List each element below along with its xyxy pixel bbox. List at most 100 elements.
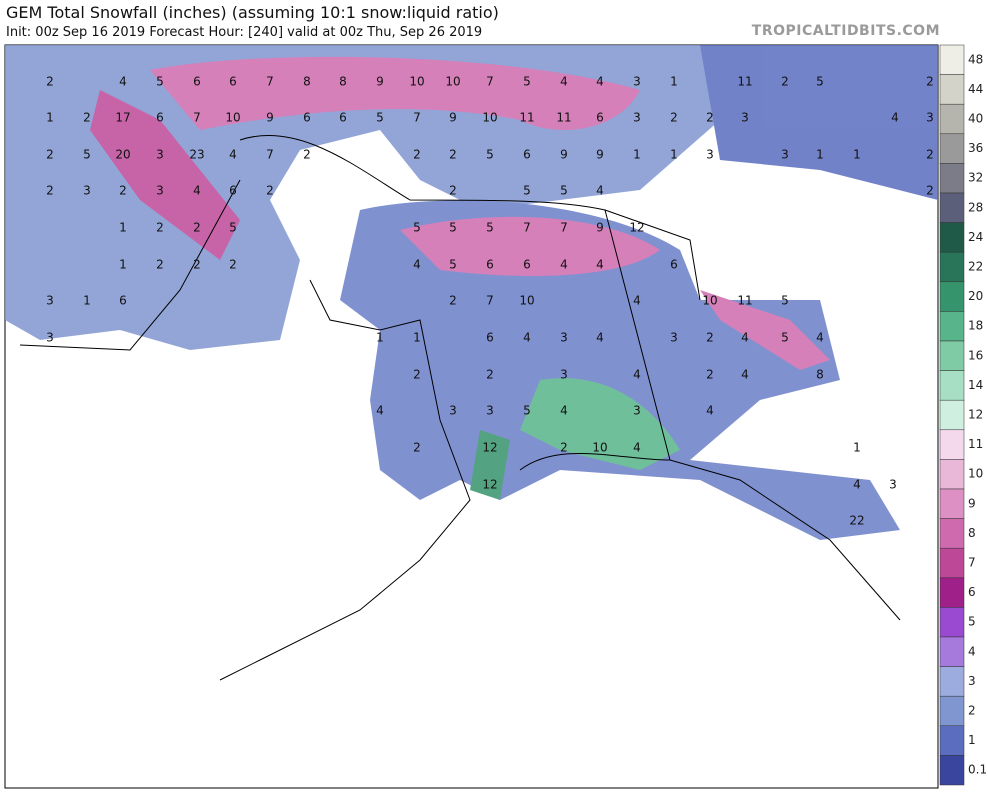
- snow-label: 5: [523, 75, 531, 89]
- snow-label: 9: [266, 111, 274, 125]
- snow-label: 6: [670, 258, 678, 272]
- snow-label: 4: [596, 184, 604, 198]
- legend-label: 48: [968, 52, 983, 66]
- snow-label: 3: [46, 331, 54, 345]
- snow-label: 4: [853, 478, 861, 492]
- legend-swatch: [939, 222, 965, 253]
- snow-label: 5: [229, 221, 237, 235]
- snow-label: 5: [486, 221, 494, 235]
- snow-label: 10: [409, 75, 424, 89]
- legend-swatch: [939, 518, 965, 549]
- legend-swatch: [939, 725, 965, 756]
- legend-label: 32: [968, 171, 983, 185]
- legend-swatch: [939, 429, 965, 460]
- snow-label: 4: [741, 331, 749, 345]
- legend-label: 28: [968, 200, 983, 214]
- snow-label: 1: [853, 148, 861, 162]
- snow-label: 2: [560, 441, 568, 455]
- snow-label: 3: [560, 331, 568, 345]
- snow-label: 6: [229, 184, 237, 198]
- snow-label: 2: [926, 184, 934, 198]
- snow-label: 3: [83, 184, 91, 198]
- snow-label: 2: [46, 148, 54, 162]
- snow-label: 7: [560, 221, 568, 235]
- snow-label: 2: [229, 258, 237, 272]
- snow-label: 2: [46, 75, 54, 89]
- snow-label: 3: [156, 148, 164, 162]
- legend-swatch: [939, 163, 965, 194]
- snow-label: 10: [519, 294, 534, 308]
- legend-swatch: [939, 192, 965, 223]
- snow-field: [5, 45, 938, 541]
- snow-label: 2: [266, 184, 274, 198]
- snow-label: 6: [156, 111, 164, 125]
- legend-label: 14: [968, 378, 983, 392]
- snow-label: 6: [486, 331, 494, 345]
- snow-label: 10: [592, 441, 607, 455]
- legend-label: 7: [968, 556, 976, 570]
- snow-label: 3: [560, 368, 568, 382]
- legend-swatch: [939, 340, 965, 371]
- snow-label: 4: [633, 294, 641, 308]
- snow-label: 2: [706, 368, 714, 382]
- legend-swatch: [939, 755, 965, 786]
- snow-label: 5: [523, 404, 531, 418]
- snow-label: 4: [633, 368, 641, 382]
- snow-label: 3: [633, 75, 641, 89]
- snow-label: 3: [449, 404, 457, 418]
- snow-label: 2: [156, 258, 164, 272]
- snow-label: 6: [119, 294, 127, 308]
- legend-label: 16: [968, 348, 983, 362]
- snow-label: 11: [737, 75, 752, 89]
- legend-swatch: [939, 133, 965, 164]
- snow-label: 12: [482, 478, 497, 492]
- snow-label: 2: [449, 184, 457, 198]
- snow-label: 12: [629, 221, 644, 235]
- snow-label: 5: [816, 75, 824, 89]
- legend-label: 20: [968, 289, 983, 303]
- snow-label: 2: [413, 148, 421, 162]
- snow-label: 7: [266, 75, 274, 89]
- snow-label: 2: [156, 221, 164, 235]
- legend-label: 36: [968, 141, 983, 155]
- snow-label: 6: [193, 75, 201, 89]
- snow-label: 5: [83, 148, 91, 162]
- snow-label: 9: [376, 75, 384, 89]
- legend-swatch: [939, 577, 965, 608]
- snow-label: 5: [560, 184, 568, 198]
- snow-label: 3: [889, 478, 897, 492]
- snow-label: 23: [189, 148, 204, 162]
- snow-label: 4: [741, 368, 749, 382]
- snow-label: 2: [926, 75, 934, 89]
- snow-label: 6: [303, 111, 311, 125]
- legend-swatch: [939, 281, 965, 312]
- snow-label: 9: [449, 111, 457, 125]
- snow-label: 10: [225, 111, 240, 125]
- snow-label: 6: [339, 111, 347, 125]
- snow-label: 1: [633, 148, 641, 162]
- snow-label: 2: [413, 368, 421, 382]
- snow-label: 2: [706, 111, 714, 125]
- snow-label: 20: [115, 148, 130, 162]
- legend-swatch: [939, 607, 965, 638]
- snow-label: 1: [83, 294, 91, 308]
- legend-swatch: [939, 370, 965, 401]
- snow-label: 2: [486, 368, 494, 382]
- map-title: GEM Total Snowfall (inches) (assuming 10…: [6, 3, 499, 22]
- snow-label: 1: [46, 111, 54, 125]
- legend-swatch: [939, 636, 965, 667]
- snow-label: 3: [706, 148, 714, 162]
- snow-label: 2: [119, 184, 127, 198]
- snow-label: 4: [523, 331, 531, 345]
- snow-label: 5: [376, 111, 384, 125]
- legend-label: 12: [968, 408, 983, 422]
- snow-label: 2: [706, 331, 714, 345]
- snow-label: 4: [596, 258, 604, 272]
- snow-label: 2: [193, 258, 201, 272]
- snow-label: 7: [523, 221, 531, 235]
- legend-label: 9: [968, 496, 976, 510]
- snow-label: 4: [891, 111, 899, 125]
- snow-label: 1: [816, 148, 824, 162]
- snow-label: 3: [670, 331, 678, 345]
